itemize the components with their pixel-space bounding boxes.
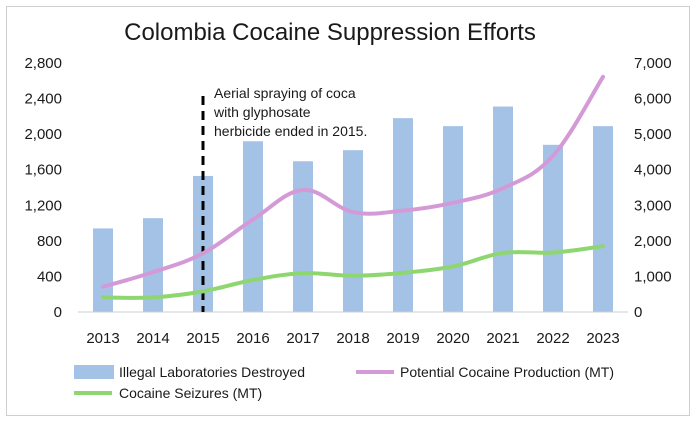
x-tick-label: 2017 <box>286 330 319 347</box>
bar-2017 <box>293 161 313 312</box>
right-tick-label: 5,000 <box>634 126 672 143</box>
legend: Illegal Laboratories Destroyed Potential … <box>74 364 614 401</box>
annotation-text-line: herbicide ended in 2015. <box>214 123 367 139</box>
bar-2015 <box>193 175 213 312</box>
x-tick-label: 2021 <box>486 330 519 347</box>
x-tick-label: 2023 <box>586 330 619 347</box>
right-axis: 0 1,000 2,000 3,000 4,000 5,000 6,000 7,000 <box>634 55 672 321</box>
annotation: Aerial spraying of coca with glyphosate he… <box>213 85 367 139</box>
left-tick-label: 2,000 <box>24 126 62 143</box>
left-tick-label: 2,400 <box>24 91 62 108</box>
x-tick-label: 2013 <box>86 330 119 347</box>
right-tick-label: 0 <box>634 304 642 321</box>
right-tick-label: 2,000 <box>634 233 672 250</box>
x-tick-label: 2015 <box>186 330 219 347</box>
x-tick-label: 2020 <box>436 330 469 347</box>
left-axis: 0 400 800 1,200 1,600 2,000 2,400 2,800 <box>24 55 62 321</box>
bar-2018 <box>343 150 363 312</box>
left-tick-label: 1,600 <box>24 162 62 179</box>
left-tick-label: 0 <box>54 304 62 321</box>
annotation-text-line: Aerial spraying of coca <box>214 85 356 101</box>
bar-2021 <box>493 106 513 312</box>
bar-2013 <box>93 228 113 312</box>
left-tick-label: 2,800 <box>24 55 62 72</box>
x-tick-label: 2014 <box>136 330 169 347</box>
left-tick-label: 800 <box>37 233 62 250</box>
left-tick-label: 400 <box>37 268 62 285</box>
x-axis: 2013 2014 2015 2016 2017 2018 2019 2020 2021 2022… <box>86 330 619 347</box>
right-tick-label: 4,000 <box>634 162 672 179</box>
x-tick-label: 2022 <box>536 330 569 347</box>
bar-2019 <box>393 118 413 312</box>
x-tick-label: 2016 <box>236 330 269 347</box>
chart-frame <box>6 6 690 416</box>
right-tick-label: 6,000 <box>634 91 672 108</box>
legend-label: Potential Cocaine Production (MT) <box>400 364 614 380</box>
line-series <box>101 74 605 300</box>
bar-series <box>93 106 613 312</box>
bar-2020 <box>443 126 463 312</box>
right-tick-label: 1,000 <box>634 268 672 285</box>
annotation-text-line: with glyphosate <box>213 104 311 120</box>
x-tick-label: 2019 <box>386 330 419 347</box>
bar-2023 <box>593 126 613 312</box>
right-tick-label: 3,000 <box>634 197 672 214</box>
chart-title: Colombia Cocaine Suppression Efforts <box>124 19 536 46</box>
left-tick-label: 1,200 <box>24 197 62 214</box>
legend-label: Illegal Laboratories Destroyed <box>119 364 305 380</box>
right-tick-label: 7,000 <box>634 55 672 72</box>
bar-2016 <box>243 141 263 312</box>
bar-2014 <box>143 218 163 312</box>
legend-swatch-bar <box>74 365 114 379</box>
bar-2022 <box>543 144 563 312</box>
x-tick-label: 2018 <box>336 330 369 347</box>
legend-label: Cocaine Seizures (MT) <box>119 385 262 401</box>
